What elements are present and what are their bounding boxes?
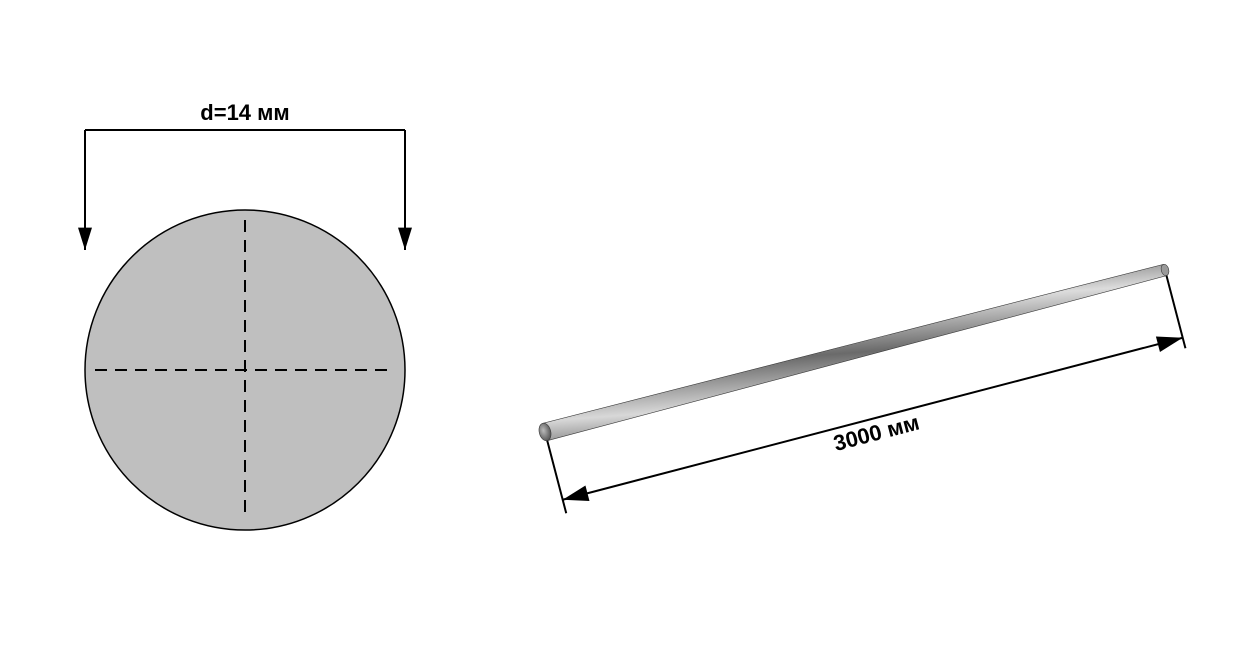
technical-drawing: d=14 мм 3000 мм [0,0,1240,660]
cross-section-group: d=14 мм [78,100,412,530]
rod-group: 3000 мм [537,263,1185,513]
rod-body [543,264,1167,440]
length-dimension: 3000 мм [547,276,1185,514]
diameter-label: d=14 мм [200,100,289,125]
length-label: 3000 мм [831,410,922,456]
